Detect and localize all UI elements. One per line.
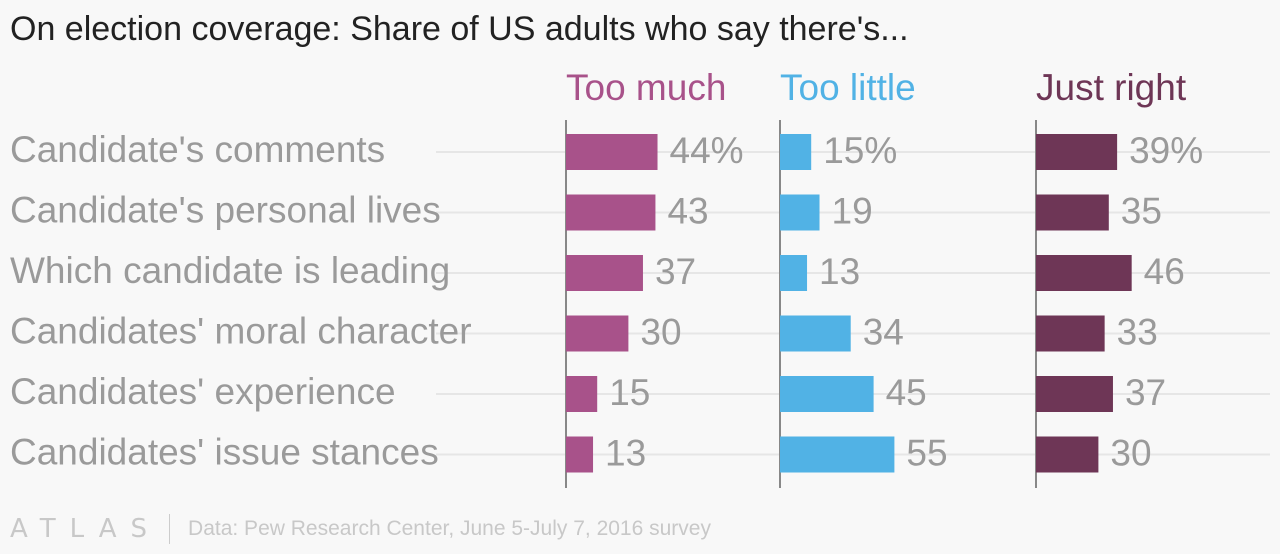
value-label: 30	[1110, 432, 1151, 473]
atlas-logo: ATLAS	[10, 514, 162, 544]
bar-just-right-candidate-s-personal-lives	[1036, 194, 1109, 231]
value-label: 19	[832, 190, 873, 231]
series-header-too-much: Too much	[566, 67, 726, 108]
bar-too-little-candidate-s-personal-lives	[780, 194, 820, 231]
value-label: 37	[1125, 372, 1166, 413]
category-label-candidate-s-personal-lives: Candidate's personal lives	[10, 189, 441, 230]
bar-too-much-candidates-experience	[566, 376, 598, 412]
bar-too-little-candidates-moral-character	[780, 315, 851, 352]
bar-too-much-candidates-issue-stances	[566, 436, 594, 473]
value-label: 30	[640, 311, 681, 352]
footer-divider	[169, 514, 171, 544]
chart-title: On election coverage: Share of US adults…	[10, 10, 909, 48]
value-label: 43	[667, 190, 708, 231]
value-label: 13	[605, 432, 646, 473]
bar-just-right-candidates-moral-character	[1036, 315, 1105, 352]
category-label-candidate-s-comments: Candidate's comments	[10, 129, 385, 170]
bar-too-little-which-candidate-is-leading	[780, 255, 808, 291]
value-label: 35	[1121, 190, 1162, 231]
category-label-candidates-experience: Candidates' experience	[10, 371, 396, 412]
series-header-just-right: Just right	[1036, 67, 1187, 108]
bar-too-little-candidates-experience	[780, 376, 874, 412]
value-label: 46	[1144, 251, 1185, 292]
value-label: 15%	[823, 130, 897, 171]
value-label: 44%	[670, 130, 744, 171]
value-label: 45	[886, 372, 927, 413]
category-label-which-candidate-is-leading: Which candidate is leading	[10, 250, 450, 291]
value-label: 33	[1117, 311, 1158, 352]
bar-too-much-candidates-moral-character	[566, 315, 629, 352]
value-label: 34	[863, 311, 904, 352]
bar-too-much-candidate-s-personal-lives	[566, 194, 656, 231]
series-header-too-little: Too little	[780, 67, 916, 108]
footer: ATLAS Data: Pew Research Center, June 5-…	[10, 514, 711, 544]
bar-too-little-candidate-s-comments	[780, 134, 812, 170]
bar-just-right-candidates-issue-stances	[1036, 436, 1099, 473]
category-label-candidates-issue-stances: Candidates' issue stances	[10, 431, 439, 472]
value-label: 39%	[1129, 130, 1203, 171]
value-label: 13	[819, 251, 860, 292]
bar-too-little-candidates-issue-stances	[780, 436, 895, 473]
value-label: 55	[906, 432, 947, 473]
value-label: 15	[609, 372, 650, 413]
bar-just-right-candidates-experience	[1036, 376, 1113, 412]
category-label-candidates-moral-character: Candidates' moral character	[10, 310, 472, 351]
value-label: 37	[655, 251, 696, 292]
bar-too-much-candidate-s-comments	[566, 134, 658, 170]
bar-just-right-candidate-s-comments	[1036, 134, 1118, 170]
bar-too-much-which-candidate-is-leading	[566, 255, 643, 291]
bar-just-right-which-candidate-is-leading	[1036, 255, 1132, 291]
source-note: Data: Pew Research Center, June 5-July 7…	[188, 517, 711, 540]
